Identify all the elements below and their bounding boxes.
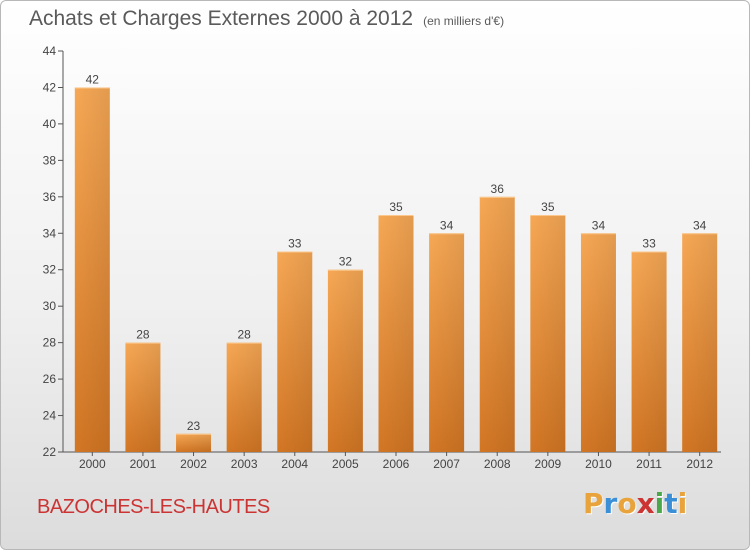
chart-title-text: Achats et Charges Externes 2000 à 2012 (29, 7, 414, 30)
bar-shade (580, 233, 616, 452)
bar-value-label: 28 (237, 328, 251, 342)
bar-shade (530, 215, 566, 452)
bar-shade (479, 196, 515, 452)
bar-value-label: 36 (491, 182, 505, 196)
chart-labels: 42 2000 28 2001 23 2002 28 2003 33 2004 32 2005 35 20… (79, 72, 713, 471)
bar-value-label: 42 (86, 72, 100, 86)
bar-value-label: 28 (136, 328, 150, 342)
x-tick-label: 2010 (585, 457, 612, 471)
y-tick-label: 40 (43, 117, 57, 131)
bar-shade (682, 233, 718, 452)
logo-letter: i (677, 487, 688, 520)
logo-letter: x (636, 487, 655, 520)
bar-value-label: 23 (187, 419, 201, 433)
x-tick-label: 2009 (534, 457, 561, 471)
commune-name: BAZOCHES-LES-HAUTES (37, 496, 270, 518)
bar-value-label: 32 (339, 255, 353, 269)
bar-value-label: 34 (440, 218, 454, 232)
logo-letter: i (654, 487, 665, 520)
y-tick-label: 26 (43, 372, 57, 386)
y-tick-label: 22 (43, 445, 57, 459)
x-tick-label: 2003 (231, 457, 258, 471)
bar-value-label: 35 (389, 200, 403, 214)
x-tick-label: 2005 (332, 457, 359, 471)
logo-letter: o (617, 487, 637, 520)
bar-value-label: 34 (592, 218, 606, 232)
x-tick-label: 2007 (433, 457, 460, 471)
bar-shade (378, 215, 414, 452)
bar-shade (176, 433, 212, 452)
bar-value-label: 33 (288, 237, 302, 251)
y-tick-label: 34 (43, 226, 57, 240)
bar-shade (125, 342, 161, 452)
chart-subtitle: (en milliers d'€) (423, 14, 505, 28)
y-tick-label: 32 (43, 263, 57, 277)
x-tick-label: 2012 (686, 457, 713, 471)
y-tick-label: 42 (43, 80, 57, 94)
bar-shade (631, 251, 667, 452)
x-tick-label: 2011 (636, 457, 662, 471)
chart-bars (74, 87, 718, 453)
bar-value-label: 35 (541, 200, 555, 214)
y-tick-label: 28 (43, 336, 57, 350)
proxiti-logo: Proxiti (583, 487, 687, 520)
y-tick-label: 30 (43, 299, 57, 313)
bar-shade (277, 251, 313, 452)
logo-letter: t (664, 487, 678, 520)
bar-value-label: 34 (693, 218, 707, 232)
logo-letter: r (603, 487, 618, 520)
bar-value-label: 33 (642, 237, 656, 251)
bar-shade (327, 269, 363, 452)
x-tick-label: 2000 (79, 457, 106, 471)
y-tick-label: 36 (43, 190, 57, 204)
x-tick-label: 2008 (484, 457, 511, 471)
chart-title: Achats et Charges Externes 2000 à 2012 (e… (29, 7, 504, 31)
y-tick-label: 38 (43, 153, 57, 167)
bar-shade (226, 342, 262, 452)
x-tick-label: 2004 (281, 457, 308, 471)
x-tick-label: 2001 (130, 457, 157, 471)
bar-shade (429, 233, 465, 452)
bar-shade (74, 87, 110, 453)
x-tick-label: 2002 (180, 457, 207, 471)
y-tick-label: 24 (43, 409, 57, 423)
x-tick-label: 2006 (383, 457, 410, 471)
logo-letter: P (583, 487, 604, 520)
y-tick-label: 44 (43, 44, 57, 58)
